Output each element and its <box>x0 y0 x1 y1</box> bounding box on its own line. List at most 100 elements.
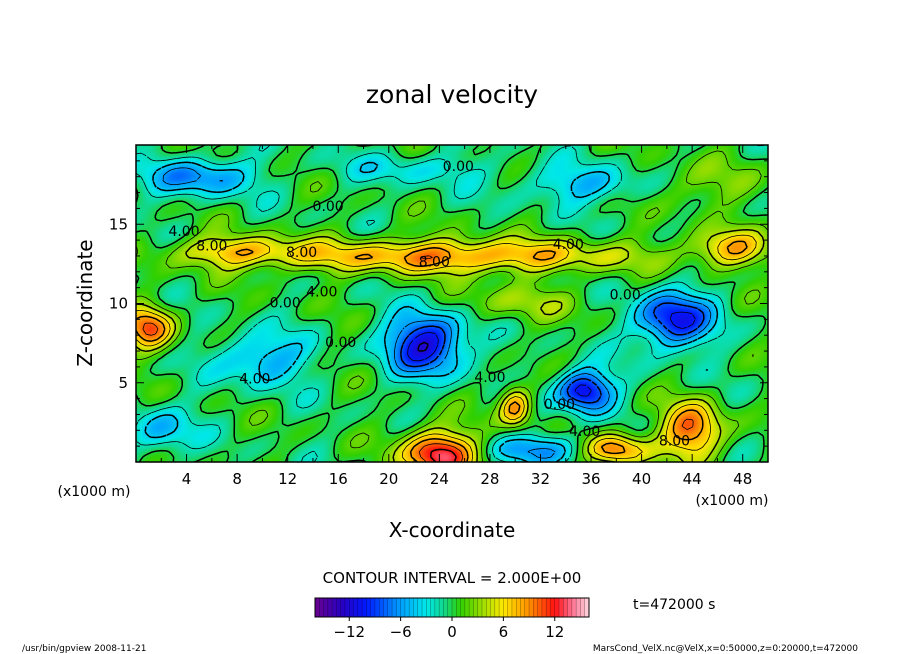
colorbar-cell <box>477 598 483 617</box>
contour-label: 4.00 <box>306 284 337 300</box>
x-tick-label: 28 <box>480 470 499 488</box>
colorbar-cell <box>571 598 577 617</box>
colorbar-cell <box>584 598 590 617</box>
x-tick-label: 40 <box>632 470 651 488</box>
colorbar-cell <box>464 598 470 617</box>
y-axis-ticks: 5 10 15 <box>109 160 768 447</box>
colorbar: −12 −6 0 6 12 <box>314 597 590 641</box>
colorbar-cell <box>404 598 410 617</box>
colorbar-tick-label: 0 <box>447 623 457 641</box>
colorbar-cell <box>563 598 568 617</box>
contour-level-10 <box>142 255 694 462</box>
colorbar-tick-label: 6 <box>499 623 509 641</box>
colorbar-cell <box>469 598 474 617</box>
y-axis-label: Z-coordinate <box>73 239 97 366</box>
colorbar-cell <box>447 598 453 617</box>
colorbar-cell <box>443 598 449 617</box>
colorbar-cell <box>340 598 346 617</box>
colorbar-cell <box>357 598 363 617</box>
colorbar-cell <box>336 598 341 617</box>
colorbar-cell <box>319 598 324 617</box>
colorbar-cell <box>481 598 487 617</box>
contour-label: 4.00 <box>569 424 600 440</box>
chart-title: zonal velocity <box>366 80 538 109</box>
contour-level-4 <box>136 229 765 462</box>
contour-label: 4.00 <box>474 370 505 386</box>
x-tick-label: 20 <box>379 470 398 488</box>
x-unit-label: (x1000 m) <box>696 493 769 509</box>
contour-label: 4.00 <box>553 237 584 253</box>
colorbar-cell <box>516 598 521 617</box>
colorbar-cell <box>452 598 457 617</box>
contour-label: 0.00 <box>544 397 575 413</box>
contour-label: 0.00 <box>610 288 641 304</box>
colorbar-cell <box>374 598 380 617</box>
x-axis-label: X-coordinate <box>389 518 516 542</box>
contour-level-6 <box>136 234 757 462</box>
x-tick-label: 32 <box>531 470 550 488</box>
x-tick-label: 24 <box>430 470 449 488</box>
footer-right: MarsCond_VelX.nc@VelX,x=0:50000,z=0:2000… <box>593 644 858 654</box>
colorbar-cell <box>332 598 337 617</box>
colorbar-cell <box>327 598 333 617</box>
colorbar-cell <box>379 598 384 617</box>
colorbar-cell <box>434 598 440 617</box>
colorbar-cell <box>413 598 419 617</box>
contour-level-neg6 <box>162 167 712 459</box>
x-tick-label: 44 <box>683 470 702 488</box>
colorbar-cell <box>499 598 504 617</box>
contour-label: 4.00 <box>239 372 270 388</box>
colorbar-cell <box>400 598 406 617</box>
x-tick-label: 48 <box>733 470 752 488</box>
x-tick-label: 12 <box>278 470 297 488</box>
contour-level-neg8 <box>400 302 705 404</box>
contour-label: 0.00 <box>325 335 356 351</box>
colorbar-cell <box>537 598 543 617</box>
colorbar-cell <box>460 598 466 617</box>
colorbar-cell <box>524 598 530 617</box>
time-label: t=472000 s <box>633 597 715 613</box>
colorbar-cell <box>529 598 534 617</box>
contour-level-8 <box>136 240 748 462</box>
colorbar-cell <box>366 598 371 617</box>
colorbar-cell <box>417 598 423 617</box>
footer-left: /usr/bin/gpview 2008-11-21 <box>22 644 146 654</box>
colorbar-tick-label: −12 <box>333 623 365 641</box>
colorbar-cell <box>426 598 431 617</box>
colorbar-cell <box>387 598 393 617</box>
colorbar-cell <box>396 598 401 617</box>
contour-label: 8.00 <box>196 238 227 254</box>
contour-label: 0.00 <box>443 159 474 175</box>
contour-lines <box>136 145 768 462</box>
colorbar-tick-label: 12 <box>545 623 564 641</box>
colorbar-cell <box>439 598 444 617</box>
colorbar-cell <box>567 598 573 617</box>
colorbar-cell <box>507 598 513 617</box>
contour-label: 0.00 <box>313 199 344 215</box>
contour-level-neg4 <box>144 161 719 462</box>
colorbar-cell <box>554 598 560 617</box>
y-unit-label: (x1000 m) <box>58 484 131 500</box>
colorbar-cell <box>392 598 397 617</box>
colorbar-cell <box>323 598 329 617</box>
colorbar-cell <box>383 598 389 617</box>
colorbar-cell <box>430 598 436 617</box>
colorbar-cell <box>494 598 500 617</box>
y-tick-label: 10 <box>109 295 128 313</box>
x-tick-label: 4 <box>182 470 192 488</box>
colorbar-cell <box>490 598 496 617</box>
contour-interval-text: CONTOUR INTERVAL = 2.000E+00 <box>323 569 582 587</box>
colorbar-cell <box>541 598 547 617</box>
colorbar-cell <box>486 598 491 617</box>
contour-level-2 <box>136 150 768 462</box>
colorbar-cell <box>422 598 427 617</box>
contour-label: 8.00 <box>286 245 317 261</box>
colorbar-cell <box>353 598 359 617</box>
colorbar-cell <box>559 598 564 617</box>
plot-area: 0.000.004.008.00 8.008.004.004.000.00 0.00… <box>109 144 769 488</box>
colorbar-tick-label: −6 <box>390 623 412 641</box>
colorbar-cell <box>349 598 354 617</box>
x-tick-label: 36 <box>581 470 600 488</box>
colorbar-cell <box>344 598 350 617</box>
